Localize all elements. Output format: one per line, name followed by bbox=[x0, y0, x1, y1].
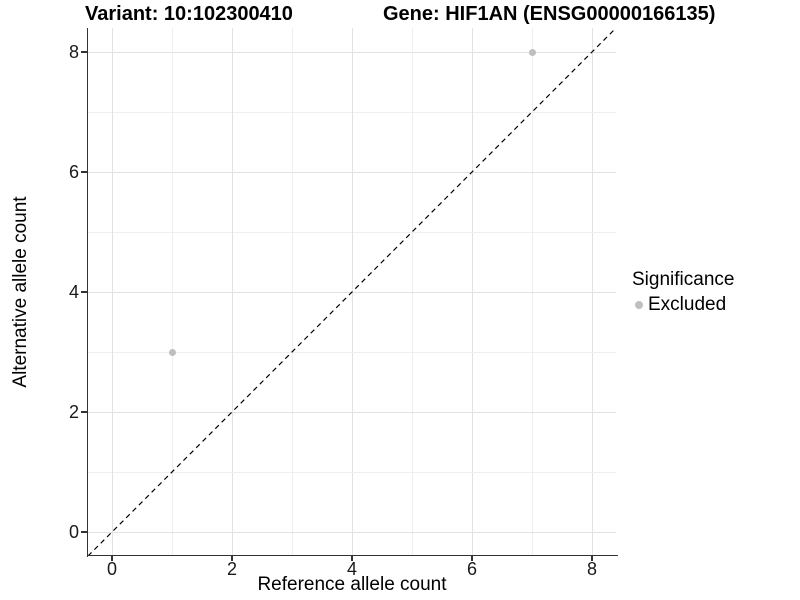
plot-title-gene: Gene: HIF1AN (ENSG00000166135) bbox=[383, 3, 716, 25]
major-gridline-y bbox=[88, 531, 616, 533]
x-axis-tick bbox=[591, 556, 593, 561]
x-tick-label: 0 bbox=[106, 559, 117, 579]
y-axis-title: Alternative allele count bbox=[10, 196, 31, 388]
y-axis-tick bbox=[81, 531, 87, 533]
y-axis-line bbox=[86, 28, 88, 557]
x-tick-label: 2 bbox=[226, 559, 237, 579]
x-axis-title: Reference allele count bbox=[257, 574, 447, 595]
x-tick-label: 4 bbox=[346, 559, 357, 579]
minor-gridline-x bbox=[171, 28, 173, 556]
minor-gridline-y bbox=[88, 471, 616, 473]
y-axis-tick bbox=[81, 171, 87, 173]
y-tick-label: 6 bbox=[68, 162, 79, 182]
plot-title-variant: Variant: 10:102300410 bbox=[85, 3, 293, 25]
legend: Significance Excluded bbox=[632, 269, 734, 316]
x-tick-label: 6 bbox=[466, 559, 477, 579]
x-tick-label: 8 bbox=[586, 559, 597, 579]
data-point bbox=[528, 48, 536, 56]
y-axis-tick bbox=[81, 51, 87, 53]
plot-panel bbox=[88, 28, 616, 556]
y-axis-tick bbox=[81, 291, 87, 293]
legend-point-icon bbox=[635, 301, 643, 309]
minor-gridline-x bbox=[291, 28, 293, 556]
y-axis-tick bbox=[81, 411, 87, 413]
y-tick-label: 8 bbox=[68, 42, 79, 62]
legend-entry-label: Excluded bbox=[648, 294, 727, 315]
data-point bbox=[168, 348, 176, 356]
major-gridline-y bbox=[88, 411, 616, 413]
x-axis-tick bbox=[471, 556, 473, 561]
x-axis-tick bbox=[351, 556, 353, 561]
major-gridline-x bbox=[111, 28, 113, 556]
legend-entry-excluded: Excluded bbox=[632, 294, 734, 316]
identity-line bbox=[88, 28, 616, 556]
major-gridline-x bbox=[231, 28, 233, 556]
x-axis-line bbox=[86, 554, 618, 556]
x-axis-tick bbox=[111, 556, 113, 561]
legend-title: Significance bbox=[632, 269, 735, 290]
x-axis-tick bbox=[231, 556, 233, 561]
y-tick-label: 4 bbox=[68, 282, 79, 302]
y-tick-label: 2 bbox=[68, 402, 79, 422]
minor-gridline-y bbox=[88, 351, 616, 353]
y-tick-label: 0 bbox=[68, 522, 79, 542]
